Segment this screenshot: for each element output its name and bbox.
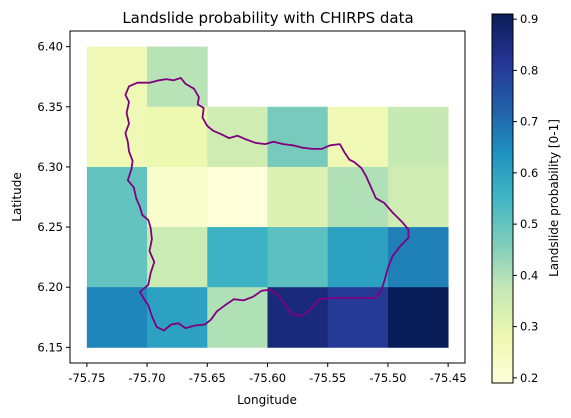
heatmap-cell bbox=[327, 227, 389, 288]
colorbar-tick-label: 0.4 bbox=[520, 268, 538, 282]
heatmap-cell bbox=[147, 46, 208, 108]
heatmap-cell bbox=[207, 227, 268, 288]
heatmap-cell bbox=[267, 287, 329, 348]
y-axis-label: Latitude bbox=[10, 172, 24, 221]
y-tick-label: 6.30 bbox=[37, 160, 63, 174]
colorbar: 0.2 0.3 0.4 0.5 0.6 0.7 0.8 0.9 bbox=[491, 12, 538, 385]
colorbar-tick-label: 0.6 bbox=[520, 166, 538, 180]
colorbar-tick-label: 0.3 bbox=[520, 320, 538, 334]
heatmap-cell bbox=[86, 46, 148, 108]
heatmap-cell bbox=[387, 227, 449, 288]
colorbar-tick-label: 0.7 bbox=[520, 115, 538, 129]
y-tick-label: 6.20 bbox=[37, 280, 63, 294]
colorbar-tick-label: 0.8 bbox=[520, 63, 538, 77]
heatmap-cell bbox=[147, 166, 208, 228]
colorbar-tick-label: 0.5 bbox=[520, 217, 538, 231]
x-tick-label: -75.45 bbox=[430, 371, 467, 385]
heatmap-cells bbox=[86, 46, 449, 348]
colorbar-frame bbox=[491, 13, 514, 384]
y-axis-ticks: 6.15 6.20 6.25 6.30 6.35 6.40 bbox=[37, 40, 70, 354]
x-tick-label: -75.60 bbox=[249, 371, 286, 385]
y-tick-label: 6.15 bbox=[37, 340, 63, 354]
colorbar-tick-label: 0.2 bbox=[520, 371, 538, 385]
heatmap-cell bbox=[327, 287, 389, 348]
x-tick-label: -75.50 bbox=[369, 371, 406, 385]
heatmap-cell bbox=[86, 287, 148, 348]
x-tick-label: -75.70 bbox=[129, 371, 166, 385]
heatmap-cell bbox=[147, 227, 208, 288]
chart-title: Landslide probability with CHIRPS data bbox=[122, 9, 413, 27]
plot-area bbox=[69, 30, 466, 364]
x-tick-label: -75.65 bbox=[189, 371, 226, 385]
colorbar-gradient bbox=[492, 14, 513, 383]
colorbar-tick-label: 0.9 bbox=[520, 12, 538, 26]
heatmap-cell bbox=[327, 166, 389, 228]
heatmap-cell bbox=[207, 166, 268, 228]
heatmap-cell bbox=[207, 106, 268, 168]
heatmap-cell bbox=[207, 287, 268, 348]
heatmap-cell bbox=[147, 106, 208, 168]
x-tick-label: -75.55 bbox=[309, 371, 346, 385]
heatmap-cell bbox=[267, 166, 329, 228]
y-tick-label: 6.35 bbox=[37, 100, 63, 114]
x-axis-label: Longitude bbox=[237, 393, 297, 407]
heatmap-cell bbox=[387, 287, 449, 348]
heatmap-cell bbox=[387, 166, 449, 228]
heatmap-cell bbox=[267, 106, 329, 168]
colorbar-label: Landslide probability [0-1] bbox=[547, 119, 561, 277]
heatmap-cell bbox=[86, 227, 148, 288]
region-boundary bbox=[124, 77, 410, 332]
x-tick-label: -75.75 bbox=[68, 371, 105, 385]
y-tick-label: 6.25 bbox=[37, 220, 63, 234]
heatmap-cell bbox=[147, 287, 208, 348]
heatmap-cell bbox=[86, 166, 148, 228]
heatmap-cell bbox=[387, 106, 449, 168]
heatmap-cell bbox=[86, 106, 148, 168]
y-tick-label: 6.40 bbox=[37, 40, 63, 54]
heatmap-cell bbox=[267, 227, 329, 288]
heatmap-cell bbox=[327, 106, 389, 168]
x-axis-ticks: -75.75 -75.70 -75.65 -75.60 -75.55 -75.50 -75.… bbox=[68, 363, 467, 385]
colorbar-ticks: 0.2 0.3 0.4 0.5 0.6 0.7 0.8 0.9 bbox=[513, 12, 538, 385]
